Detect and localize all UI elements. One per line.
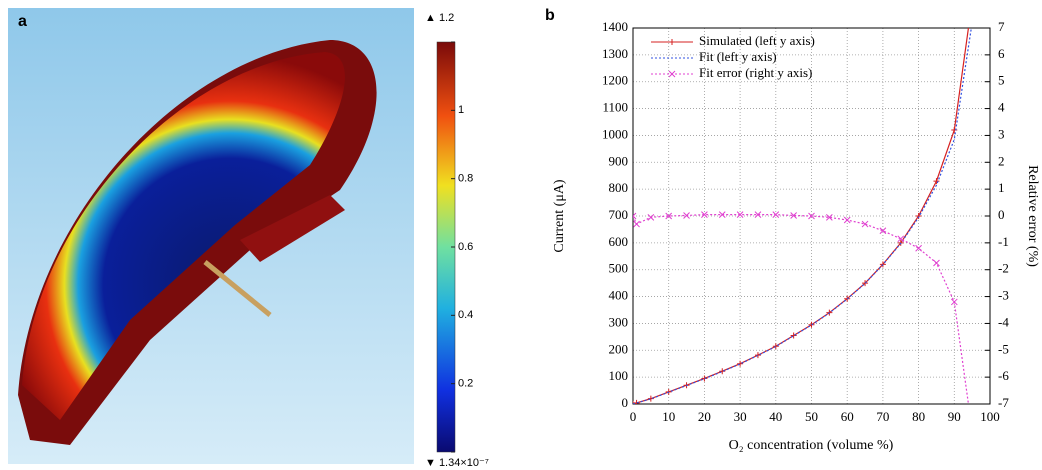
- x-tick-label: 40: [769, 409, 782, 424]
- legend-marker: [669, 39, 675, 45]
- colorbar-label: 0.8: [458, 173, 473, 185]
- x-tick-label: 20: [698, 409, 711, 424]
- x-axis-label: O₂ concentration (volume %): [729, 438, 894, 453]
- x-tick-label: 50: [805, 409, 818, 424]
- legend-marker: [669, 71, 675, 77]
- y-tick-label: 1000: [602, 126, 628, 141]
- marker: [773, 212, 779, 218]
- figure: a b O₂ concentration (volume %) Current …: [0, 0, 1042, 470]
- panel-label: b: [545, 7, 555, 24]
- y-tick-label: 1100: [602, 100, 628, 115]
- marker: [951, 127, 957, 133]
- colorbar-label: ▲ 1.2: [425, 12, 454, 24]
- x-tick-label: 100: [980, 409, 1000, 424]
- page: {"panel_a": {"label": "a", "colorbar": {…: [0, 0, 1042, 470]
- y2-tick-label: -5: [998, 341, 1009, 356]
- y2-tick-label: -4: [998, 314, 1009, 329]
- panel-label: a: [18, 13, 27, 30]
- legend-label: Fit (left y axis): [699, 49, 777, 64]
- y-tick-label: 300: [609, 314, 629, 329]
- y2-tick-label: -3: [998, 288, 1009, 303]
- y2-tick-label: 6: [998, 46, 1005, 61]
- marker: [648, 214, 654, 220]
- y2-tick-label: 1: [998, 180, 1005, 195]
- y2-tick-label: 2: [998, 153, 1005, 168]
- marker: [969, 428, 975, 434]
- y-tick-label: 200: [609, 341, 629, 356]
- colorbar-label: 1: [458, 104, 464, 116]
- y2-tick-label: 7: [998, 19, 1005, 34]
- x-tick-label: 10: [662, 409, 675, 424]
- y-tick-label: 900: [609, 153, 629, 168]
- marker: [684, 212, 690, 218]
- y2-tick-label: -7: [998, 395, 1009, 410]
- legend-label: Simulated (left y axis): [699, 33, 815, 48]
- colorbar-label: 0.6: [458, 241, 473, 253]
- y2-tick-label: -1: [998, 234, 1009, 249]
- y2-tick-label: 4: [998, 100, 1005, 115]
- x-tick-label: 0: [630, 409, 637, 424]
- y-tick-label: 800: [609, 180, 629, 195]
- y2-tick-label: -6: [998, 368, 1009, 383]
- y-tick-label: 500: [609, 261, 629, 276]
- marker: [969, 0, 975, 4]
- colorbar-label: 0.4: [458, 309, 473, 321]
- marker: [933, 260, 939, 266]
- x-tick-label: 70: [876, 409, 889, 424]
- x-tick-label: 30: [734, 409, 747, 424]
- y-tick-label: 100: [609, 368, 629, 383]
- y-axis-label: Current (μA): [552, 179, 567, 253]
- y2-tick-label: 3: [998, 126, 1005, 141]
- y-tick-label: 1400: [602, 19, 628, 34]
- x-tick-label: 60: [841, 409, 854, 424]
- marker: [737, 361, 743, 367]
- y2-tick-label: 0: [998, 207, 1005, 222]
- marker: [773, 343, 779, 349]
- panel-a: a: [8, 8, 455, 464]
- y-tick-label: 1300: [602, 46, 628, 61]
- series-line: [633, 215, 972, 431]
- y2-axis-label: Relative error (%): [1025, 165, 1040, 267]
- y-tick-label: 600: [609, 234, 629, 249]
- y2-tick-label: -2: [998, 261, 1009, 276]
- y-tick-label: 700: [609, 207, 629, 222]
- marker: [755, 352, 761, 358]
- legend-label: Fit error (right y axis): [699, 65, 812, 80]
- x-tick-label: 80: [912, 409, 925, 424]
- y-tick-label: 0: [622, 395, 629, 410]
- x-tick-label: 90: [948, 409, 961, 424]
- marker: [634, 221, 640, 227]
- y-tick-label: 1200: [602, 73, 628, 88]
- y-tick-label: 400: [609, 288, 629, 303]
- colorbar-label: ▼ 1.34×10⁻⁷: [425, 457, 489, 469]
- y2-tick-label: 5: [998, 73, 1005, 88]
- colorbar-label: 0.2: [458, 378, 473, 390]
- series-line: [633, 1, 972, 404]
